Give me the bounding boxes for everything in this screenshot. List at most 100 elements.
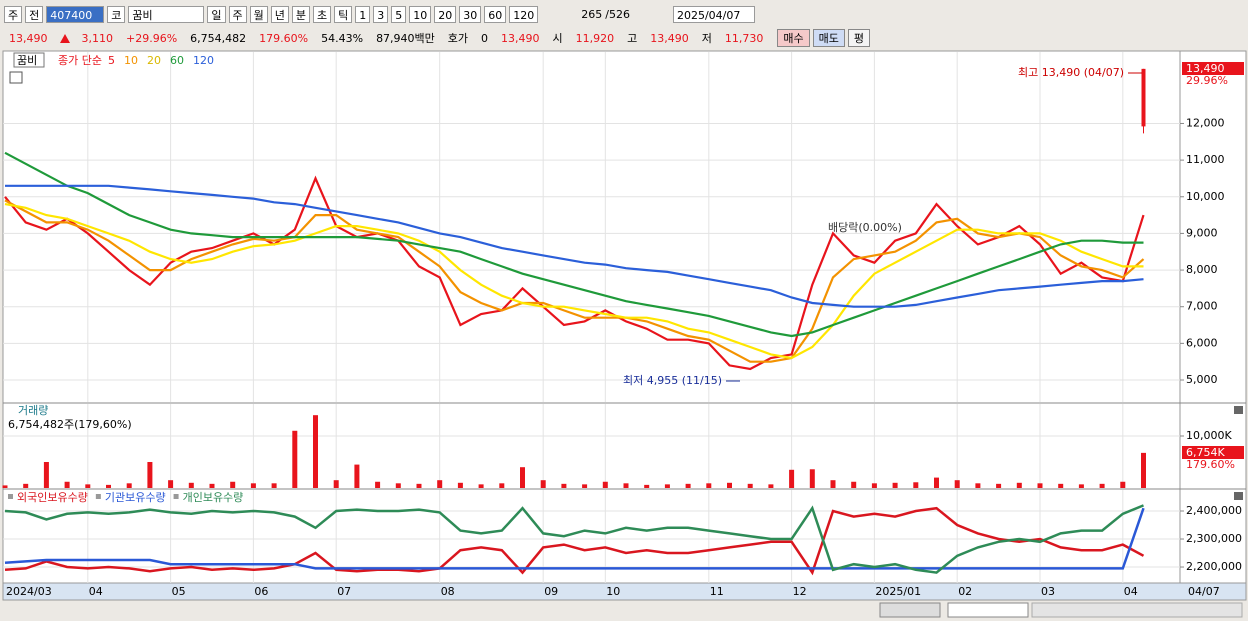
volume-bar bbox=[768, 484, 774, 488]
scrollbar[interactable] bbox=[947, 602, 1029, 618]
close-icon[interactable] bbox=[1234, 492, 1243, 500]
quote-item: 호가 bbox=[447, 32, 469, 45]
volume-bar bbox=[1078, 484, 1084, 488]
volume-bar bbox=[85, 484, 91, 488]
volume-label: 6,754K bbox=[1186, 446, 1225, 459]
volume-bar bbox=[789, 469, 795, 488]
series-line bbox=[5, 184, 1144, 308]
volume-bar bbox=[1120, 481, 1126, 488]
volume-bar bbox=[43, 461, 49, 488]
y-tick-label: 9,000 bbox=[1186, 226, 1218, 239]
close-icon[interactable] bbox=[1234, 406, 1243, 414]
quote-item: 고 bbox=[627, 32, 638, 45]
price-label: 13,490 bbox=[1186, 62, 1225, 75]
volume-bar bbox=[892, 482, 898, 488]
legend-entry: 기관보유수량 bbox=[105, 491, 166, 504]
volume-label-bg bbox=[1182, 446, 1244, 459]
toolbar-item[interactable]: 년 bbox=[270, 5, 289, 23]
order-button[interactable]: 매수 bbox=[777, 29, 810, 47]
volume-bar bbox=[23, 483, 29, 488]
x-tick-label: 2025/01 bbox=[875, 585, 921, 598]
volume-bar bbox=[582, 484, 588, 488]
legend-swatch bbox=[95, 494, 101, 499]
x-tick-label: 05 bbox=[172, 585, 186, 598]
toolbar-item[interactable]: 코 bbox=[107, 5, 126, 23]
toolbar-item[interactable]: 20 bbox=[434, 5, 457, 23]
volume-bar bbox=[1016, 482, 1022, 488]
scroll-buttons[interactable] bbox=[879, 602, 941, 618]
volume-bar bbox=[1058, 483, 1064, 488]
series-line bbox=[4, 199, 1145, 363]
date-field[interactable]: 2025/04/07 bbox=[672, 5, 755, 23]
series-line bbox=[4, 507, 1145, 570]
volume-bar bbox=[913, 482, 919, 488]
table-icon[interactable] bbox=[9, 71, 23, 84]
volume-bar bbox=[1037, 483, 1043, 488]
x-tick-label: 03 bbox=[1041, 585, 1055, 598]
quote-item: 13,490 bbox=[9, 31, 48, 45]
volume-bar bbox=[416, 483, 422, 488]
toolbar-item[interactable]: 틱 bbox=[334, 5, 353, 23]
toolbar-item[interactable]: 407400 bbox=[46, 5, 105, 23]
volume-bar bbox=[168, 480, 174, 488]
date-bar bbox=[2, 582, 1247, 601]
annotation: 배당락(0.00%) bbox=[828, 221, 902, 234]
volume-bar bbox=[540, 480, 546, 488]
annotation: 최고 13,490 (04/07) bbox=[1018, 66, 1124, 79]
toolbar-item[interactable]: 60 bbox=[484, 5, 507, 23]
toolbar-item[interactable]: 120 bbox=[509, 5, 539, 23]
toolbar-item[interactable]: 월 bbox=[249, 5, 268, 23]
toolbar-item[interactable]: 주 bbox=[4, 5, 23, 23]
toolbar-item[interactable]: 3 bbox=[373, 5, 389, 23]
quote-item: 6,754,482 bbox=[190, 31, 247, 45]
x-tick-label: 08 bbox=[441, 585, 455, 598]
toolbar-item[interactable]: 1 bbox=[355, 5, 371, 23]
tool-icons[interactable] bbox=[1031, 602, 1243, 618]
volume-bar bbox=[685, 483, 691, 488]
toolbar-item[interactable]: 5 bbox=[391, 5, 407, 23]
x-tick-label: 04 bbox=[1124, 585, 1138, 598]
candle-body bbox=[1141, 68, 1146, 127]
y-tick-label: 2,200,000 bbox=[1186, 560, 1242, 573]
volume-bar bbox=[106, 484, 111, 488]
order-button[interactable]: 평 bbox=[847, 29, 871, 47]
volume-bar bbox=[934, 477, 939, 488]
quote-bar: 13,490 3,110 +29.96% 6,754,482 179.60% 54.43%… bbox=[4, 28, 871, 48]
toolbar-item[interactable]: 주 bbox=[228, 5, 247, 23]
series-line bbox=[4, 151, 1144, 338]
order-button[interactable]: 매도 bbox=[812, 29, 845, 47]
volume-bar bbox=[188, 482, 194, 488]
toolbar-item[interactable]: 일 bbox=[207, 5, 226, 23]
toolbar-item[interactable]: 초 bbox=[313, 5, 332, 23]
volume-bar bbox=[313, 415, 318, 488]
toolbar-item[interactable]: 분 bbox=[291, 5, 310, 23]
toolbar-item[interactable]: 전 bbox=[25, 5, 44, 23]
toolbar-item[interactable]: 30 bbox=[459, 5, 482, 23]
x-tick-label: 07 bbox=[337, 585, 351, 598]
up-arrow bbox=[59, 33, 70, 43]
volume-bar bbox=[126, 483, 132, 488]
legend-entry: 외국인보유수량 bbox=[17, 491, 88, 504]
legend-label: 종가 단순 bbox=[58, 54, 102, 67]
volume-bar bbox=[354, 464, 360, 488]
quote-item: 87,940백만 bbox=[376, 32, 435, 45]
volume-bar bbox=[64, 481, 70, 488]
panel-subtitle: 6,754,482주(179,60%) bbox=[8, 418, 132, 431]
x-tick-label: 2024/03 bbox=[6, 585, 52, 598]
panel-title: 거래량 bbox=[18, 404, 48, 417]
legend-entry: 60 bbox=[170, 54, 184, 67]
volume-bar bbox=[664, 484, 670, 488]
y-tick-label: 10,000 bbox=[1186, 190, 1225, 203]
volume-bar bbox=[975, 483, 981, 488]
volume-bar bbox=[499, 483, 505, 488]
y-tick-label: 2,300,000 bbox=[1186, 532, 1242, 545]
series-line bbox=[4, 175, 1145, 371]
toolbar-item[interactable]: 10 bbox=[409, 5, 432, 23]
x-tick-label: 09 bbox=[544, 585, 558, 598]
series-line bbox=[4, 504, 1144, 574]
toolbar-item[interactable]: 꿈비 bbox=[128, 5, 205, 23]
y-tick-label: 10,000K bbox=[1186, 429, 1232, 442]
volume-bar bbox=[706, 483, 712, 488]
